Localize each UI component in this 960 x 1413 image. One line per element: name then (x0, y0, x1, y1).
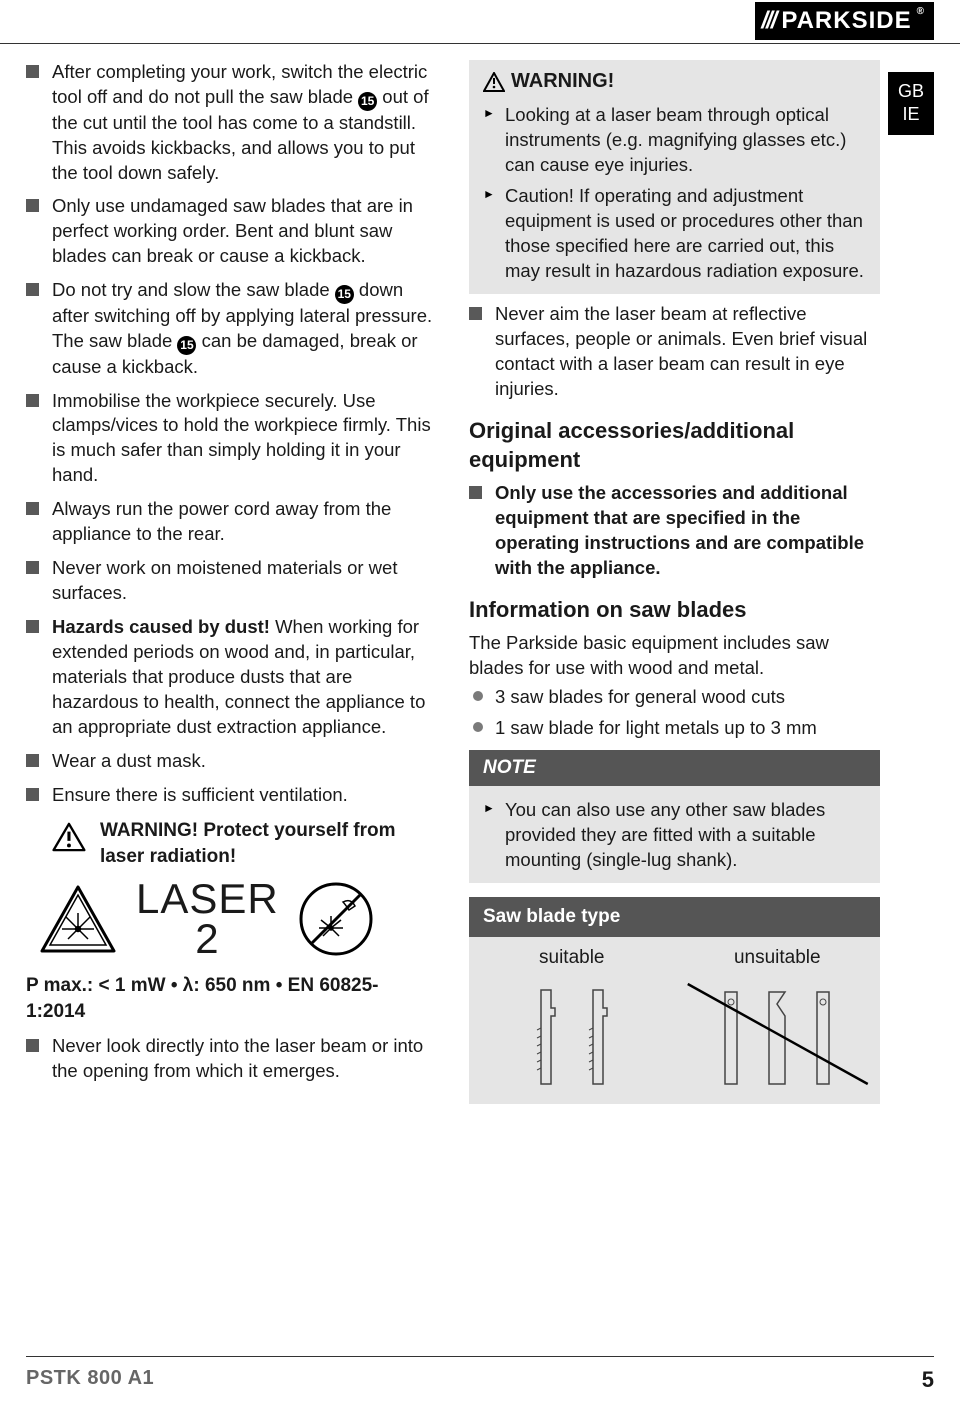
list-item: Never look directly into the laser beam … (26, 1034, 437, 1084)
blade-suitable-icon (529, 988, 563, 1088)
registered-icon: ® (917, 5, 925, 19)
heading-accessories: Original accessories/additional equipmen… (469, 416, 880, 475)
list-item: Never aim the laser beam at reflective s… (469, 302, 880, 402)
blade-suitable-icon (581, 988, 615, 1088)
blade-diagrams (469, 984, 880, 1104)
list-item: Immobilise the workpiece securely. Use c… (26, 389, 437, 489)
brand-logo: /// PARKSIDE ® (755, 2, 934, 40)
list-item: Ensure there is sufficient ventilation. (26, 783, 437, 808)
warning-triangle-icon (52, 818, 86, 856)
laser-warning-text: WARNING! Protect yourself from laser rad… (100, 818, 437, 869)
brand-stripes-icon: /// (761, 5, 775, 37)
strikethrough-icon (675, 974, 881, 1094)
list-item: 3 saw blades for general wood cuts (469, 685, 880, 710)
lang-gb: GB (888, 80, 934, 103)
note-header: NOTE (469, 750, 880, 786)
brand-text: PARKSIDE (781, 5, 911, 37)
footer: PSTK 800 A1 5 (26, 1356, 934, 1395)
list-item: Caution! If operating and adjustment equ… (483, 184, 866, 284)
list-item: Hazards caused by dust! When working for… (26, 615, 437, 740)
list-item: Wear a dust mask. (26, 749, 437, 774)
footer-model: PSTK 800 A1 (26, 1365, 154, 1395)
suitable-label: suitable (469, 937, 675, 985)
no-stare-laser-icon (297, 880, 375, 958)
list-item: Do not try and slow the saw blade 15 dow… (26, 278, 437, 379)
laser-hazard-triangle-icon (38, 883, 118, 955)
list-item: Never work on moistened materials or wet… (26, 556, 437, 606)
circled-number-icon: 15 (335, 285, 354, 304)
warning-triangle-icon (483, 72, 505, 92)
list-item: Always run the power cord away from the … (26, 497, 437, 547)
right-column: WARNING! Looking at a laser beam through… (469, 60, 934, 1104)
list-item: Looking at a laser beam through optical … (483, 103, 866, 178)
list-item: After completing your work, switch the e… (26, 60, 437, 185)
list-item: 1 saw blade for light metals up to 3 mm (469, 716, 880, 741)
laser-class-label: LASER 2 (136, 879, 279, 959)
left-column: After completing your work, switch the e… (26, 60, 437, 1104)
blade-type-header: Saw blade type (469, 897, 880, 937)
laser-spec: P max.: < 1 mW • λ: 650 nm • EN 60825-1:… (26, 973, 437, 1024)
footer-page: 5 (922, 1365, 934, 1395)
note-box: You can also use any other saw blades pr… (469, 786, 880, 883)
warning-heading: WARNING! (511, 68, 614, 95)
language-tab: GB IE (888, 72, 934, 135)
warning-box: WARNING! Looking at a laser beam through… (469, 60, 880, 294)
heading-blades: Information on saw blades (469, 595, 880, 625)
list-item: Only use the accessories and additional … (469, 481, 880, 581)
lang-ie: IE (888, 103, 934, 126)
list-item: Only use undamaged saw blades that are i… (26, 194, 437, 269)
circled-number-icon: 15 (177, 336, 196, 355)
circled-number-icon: 15 (358, 92, 377, 111)
blades-intro: The Parkside basic equipment includes sa… (469, 631, 880, 681)
list-item: You can also use any other saw blades pr… (483, 798, 866, 873)
header-rule: /// PARKSIDE ® (0, 6, 960, 44)
